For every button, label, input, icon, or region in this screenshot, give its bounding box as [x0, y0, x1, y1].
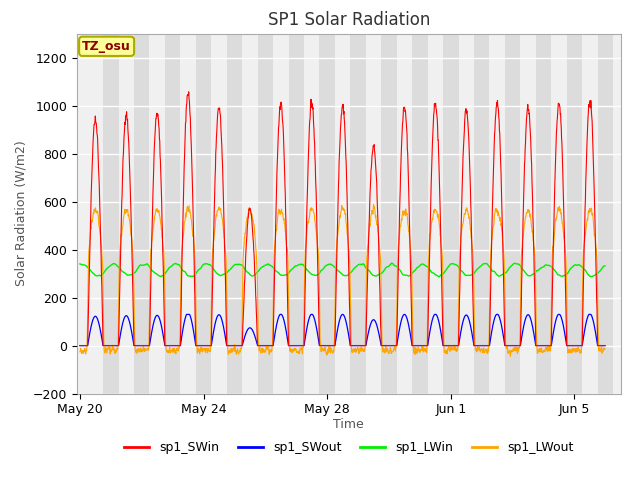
- Bar: [319, 34, 335, 394]
- Bar: [335, 34, 350, 394]
- Bar: [165, 34, 180, 394]
- Bar: [412, 34, 428, 394]
- Bar: [304, 34, 319, 394]
- Bar: [628, 34, 640, 394]
- Bar: [258, 34, 273, 394]
- Bar: [227, 34, 242, 394]
- Text: TZ_osu: TZ_osu: [82, 40, 131, 53]
- Bar: [289, 34, 304, 394]
- Bar: [397, 34, 412, 394]
- Bar: [211, 34, 227, 394]
- X-axis label: Time: Time: [333, 418, 364, 431]
- Bar: [350, 34, 366, 394]
- Bar: [196, 34, 211, 394]
- Bar: [180, 34, 196, 394]
- Bar: [520, 34, 536, 394]
- Bar: [505, 34, 520, 394]
- Bar: [366, 34, 381, 394]
- Title: SP1 Solar Radiation: SP1 Solar Radiation: [268, 11, 430, 29]
- Bar: [242, 34, 258, 394]
- Bar: [443, 34, 458, 394]
- Bar: [536, 34, 551, 394]
- Bar: [566, 34, 582, 394]
- Bar: [428, 34, 443, 394]
- Bar: [273, 34, 289, 394]
- Bar: [582, 34, 598, 394]
- Bar: [88, 34, 103, 394]
- Bar: [458, 34, 474, 394]
- Bar: [474, 34, 490, 394]
- Bar: [149, 34, 165, 394]
- Bar: [134, 34, 149, 394]
- Bar: [598, 34, 613, 394]
- Bar: [103, 34, 118, 394]
- Bar: [551, 34, 566, 394]
- Bar: [381, 34, 397, 394]
- Bar: [613, 34, 628, 394]
- Bar: [490, 34, 505, 394]
- Y-axis label: Solar Radiation (W/m2): Solar Radiation (W/m2): [14, 141, 27, 287]
- Legend: sp1_SWin, sp1_SWout, sp1_LWin, sp1_LWout: sp1_SWin, sp1_SWout, sp1_LWin, sp1_LWout: [119, 436, 579, 459]
- Bar: [118, 34, 134, 394]
